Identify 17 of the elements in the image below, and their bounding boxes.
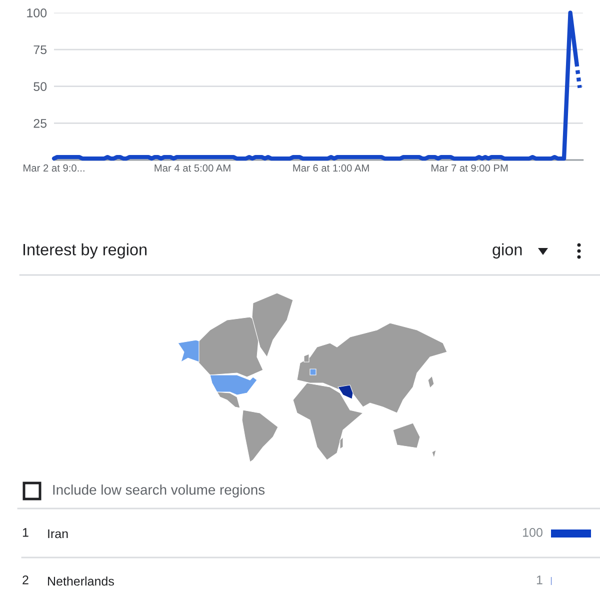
x-tick-label: Mar 4 at 5:00 AM — [154, 164, 230, 172]
text: Include low search volume regions — [53, 484, 265, 498]
x-tick-label: Mar 2 at 9:0... — [24, 164, 84, 172]
y-tick-label: 25 — [34, 118, 47, 128]
y-tick-label: 75 — [34, 45, 47, 54]
text: Interest by region — [24, 243, 146, 259]
text: gion — [492, 243, 522, 259]
data-label: 1 — [536, 576, 542, 584]
y-tick-label: 100 — [27, 8, 47, 18]
data-label: 100 — [523, 528, 542, 537]
y-tick-label: 50 — [34, 82, 47, 91]
x-tick-label: Mar 7 at 9:00 PM — [432, 164, 508, 172]
y-tick-label: Iran — [48, 529, 68, 538]
text: 1 — [22, 528, 28, 537]
y-tick-label: Netherlands — [48, 576, 114, 586]
x-tick-label: Mar 6 at 1:00 AM — [293, 164, 369, 172]
text: 2 — [22, 576, 28, 584]
